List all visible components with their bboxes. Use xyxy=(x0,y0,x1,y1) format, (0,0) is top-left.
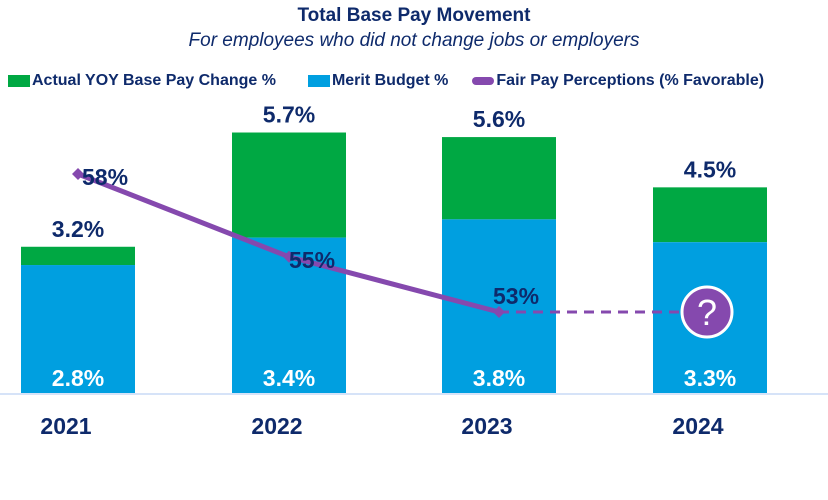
x-tick-2023: 2023 xyxy=(461,413,512,439)
label-fairpay-2021: 58% xyxy=(82,164,128,190)
bar-actual-2024 xyxy=(653,187,767,243)
label-merit-2024: 3.3% xyxy=(684,365,736,391)
unknown-value-icon xyxy=(680,285,734,339)
x-tick-2021: 2021 xyxy=(40,413,91,439)
label-fairpay-2022: 55% xyxy=(289,247,335,273)
bar-merit-2022 xyxy=(232,237,346,393)
bar-merit-2021 xyxy=(21,265,135,393)
label-merit-2022: 3.4% xyxy=(263,365,315,391)
x-tick-2024: 2024 xyxy=(672,413,723,439)
label-fairpay-2024: ? xyxy=(697,292,717,333)
label-actual-2022: 5.7% xyxy=(263,102,315,128)
legend-label-actual: Actual YOY Base Pay Change % xyxy=(32,72,276,89)
legend: Actual YOY Base Pay Change % Merit Budge… xyxy=(8,72,764,90)
legend-swatch-merit xyxy=(307,75,330,87)
label-merit-2023: 3.8% xyxy=(473,365,525,391)
legend-swatch-fairpay xyxy=(472,77,495,85)
label-fairpay-2023: 53% xyxy=(493,283,539,309)
chart-title: Total Base Pay Movement xyxy=(297,5,531,26)
label-actual-2024: 4.5% xyxy=(684,156,736,182)
label-merit-2021: 2.8% xyxy=(52,365,104,391)
bar-actual-2022 xyxy=(232,132,346,238)
chart-subtitle: For employees who did not change jobs or… xyxy=(188,30,640,51)
marker-fairpay-2022 xyxy=(283,250,295,263)
legend-label-merit: Merit Budget % xyxy=(331,72,449,89)
bar-actual-2021 xyxy=(21,246,135,266)
legend-swatch-actual xyxy=(8,75,30,87)
marker-fairpay-2021 xyxy=(72,168,84,180)
x-tick-2022: 2022 xyxy=(251,413,302,439)
marker-fairpay-2023 xyxy=(493,306,505,318)
label-actual-2021: 3.2% xyxy=(52,216,104,242)
label-actual-2023: 5.6% xyxy=(473,106,525,132)
bar-actual-2023 xyxy=(442,137,556,220)
legend-label-fairpay: Fair Pay Perceptions (% Favorable) xyxy=(496,72,765,89)
